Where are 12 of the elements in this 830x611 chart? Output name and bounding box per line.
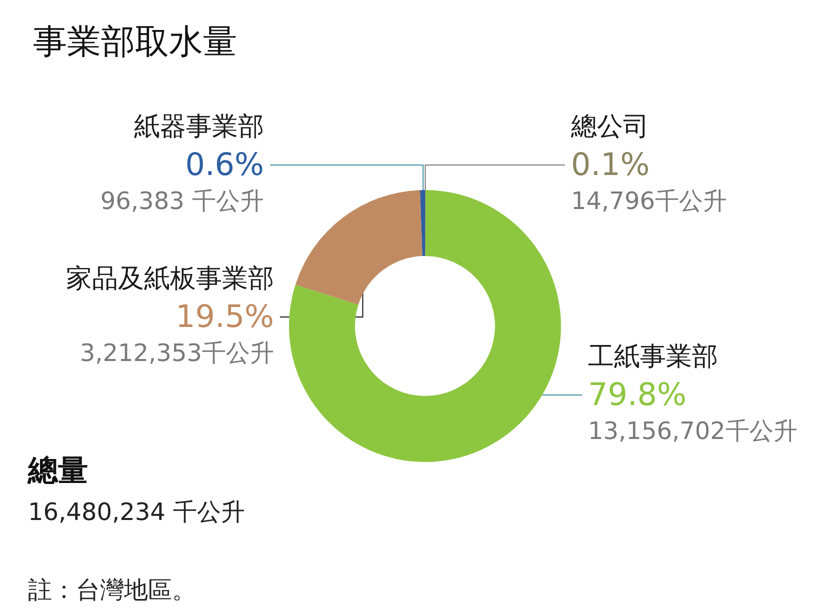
data-label: 19.5% 3,212,353千公升 [80,299,274,367]
text: 註：台灣地區。 [28,576,196,604]
data-label: 0.6% 96,383 千公升 [100,147,264,215]
chart-title: 事業部取水量 [33,22,237,62]
data-label: 79.8% 13,156,702千公升 [588,377,798,445]
slice-label: 家品及紙板事業部 [66,264,274,294]
slice-label: 工紙事業部 [588,342,718,372]
text: 總量 [27,454,88,488]
slice-label: 總公司 [570,112,649,142]
data-label: 0.1% 14,796千公升 [571,147,727,215]
text: 16,480,234 千公升 [28,498,246,526]
slice-label: 紙器事業部 [134,112,264,142]
